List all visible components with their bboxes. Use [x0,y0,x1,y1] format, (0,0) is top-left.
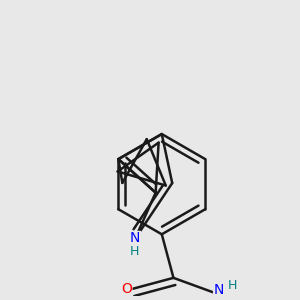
Text: O: O [121,282,132,296]
Text: H: H [227,279,237,292]
Text: N: N [214,283,224,297]
Text: N: N [130,231,140,245]
Text: H: H [130,245,139,258]
